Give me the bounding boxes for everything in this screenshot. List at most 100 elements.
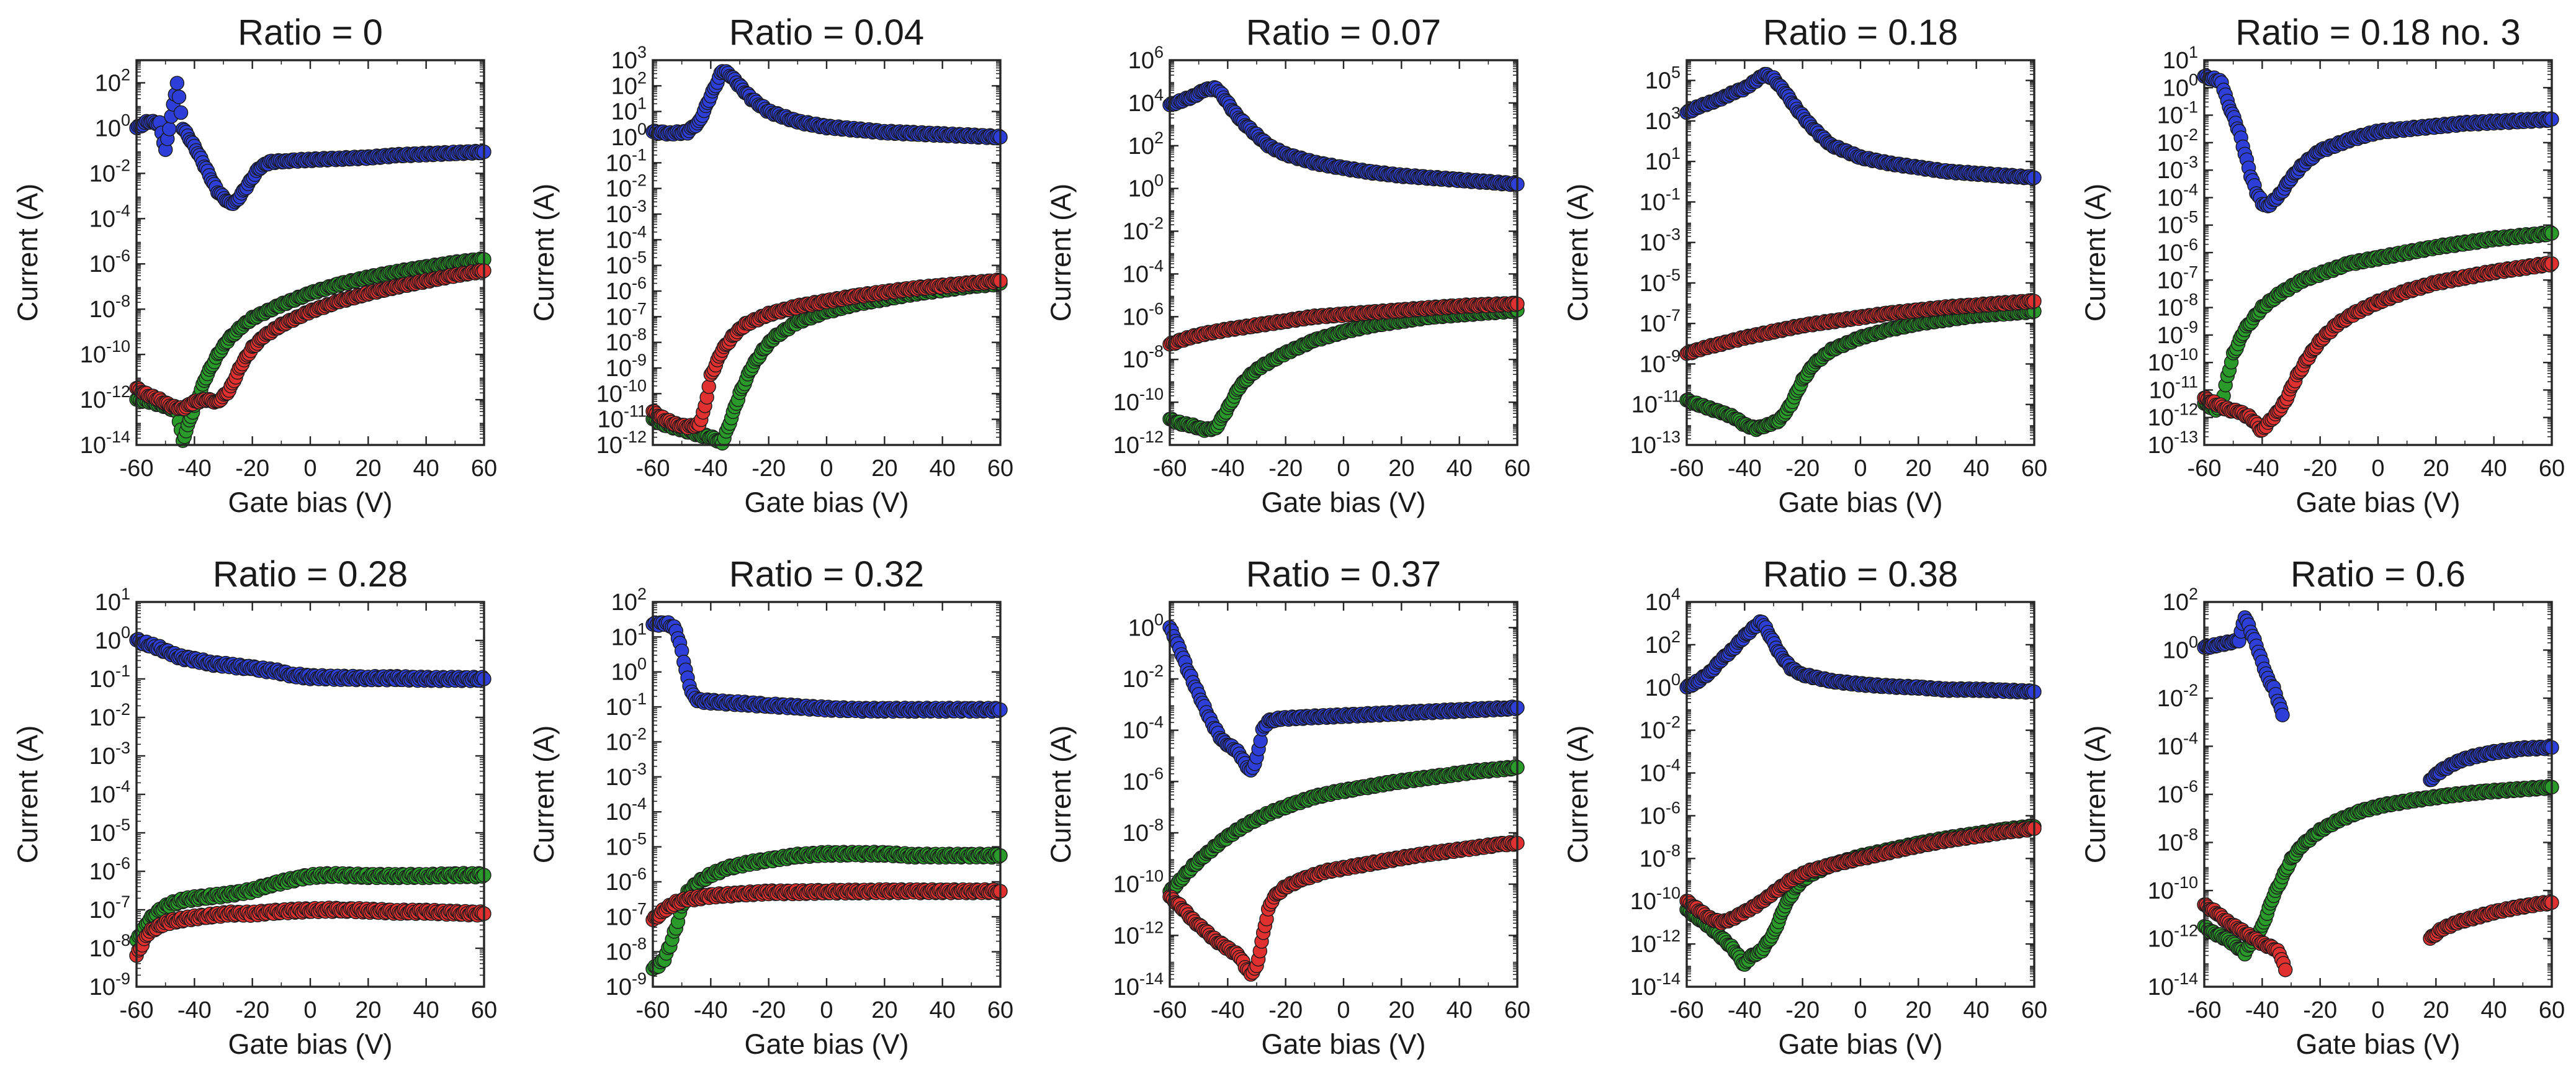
subplot-1: Ratio = 0 10-14 10-12 10-10 10-8 10-6 10-4 10-2… xyxy=(12,12,497,518)
y-tick-label: 100 xyxy=(2163,70,2198,101)
x-tick-label: -60 xyxy=(1670,456,1704,482)
x-tick-label: 40 xyxy=(2481,456,2507,482)
subplot-5: Ratio = 0.18 no. 310-1310-1210-1110-1010… xyxy=(2080,12,2565,518)
y-tick-label: 10-5 xyxy=(89,815,130,846)
y-axis-label: Current (A) xyxy=(1045,184,1077,322)
subplot-4: Ratio = 0.18 10-13 10-11 10-9 10-7 10-5 10-3 10… xyxy=(1562,12,2047,518)
y-tick-label: 10-3 xyxy=(89,739,130,770)
x-tick-label: -40 xyxy=(1728,456,1762,482)
x-tick-label: -60 xyxy=(2188,456,2222,482)
x-tick-label: 40 xyxy=(1447,456,1473,482)
subplot-3: Ratio = 0.07 10-12 10-10 10-8 10-6 10-4 10-2 10… xyxy=(1045,12,1530,518)
x-tick-label: -20 xyxy=(235,456,269,482)
x-tick-label: 20 xyxy=(871,456,897,482)
y-tick-label: 10-6 xyxy=(89,246,130,277)
series-green xyxy=(129,251,491,448)
y-tick-label: 101 xyxy=(2163,43,2198,74)
y-tick-label: 102 xyxy=(95,65,130,96)
y-tick-label: 10-10 xyxy=(2148,345,2198,376)
y-tick-label: 10-9 xyxy=(2157,318,2198,349)
x-tick-label: -60 xyxy=(120,456,154,482)
x-tick-label: 40 xyxy=(1963,456,1990,482)
subplot-2: Ratio = 0.0410-1210-1110-1010-910-810-71… xyxy=(528,12,1013,518)
y-tick-label: 10-2 xyxy=(1123,214,1164,245)
plot-frame xyxy=(135,59,485,446)
y-tick-label: 10-3 xyxy=(2157,153,2198,184)
y-tick-label: 10-2 xyxy=(2157,125,2198,156)
y-tick-label: 104 xyxy=(1128,86,1164,117)
x-tick-label: -60 xyxy=(636,456,670,482)
series-blue xyxy=(2197,68,2559,213)
y-tick-label: 106 xyxy=(1128,43,1164,74)
y-tick-label: 10-8 xyxy=(2157,290,2198,321)
x-tick-label: 20 xyxy=(1905,456,1931,482)
y-tick-label: 10-7 xyxy=(89,892,130,923)
x-tick-label: 0 xyxy=(303,997,316,1023)
y-tick-label: 100 xyxy=(95,110,130,141)
y-axis-label: Current (A) xyxy=(528,184,560,322)
subplot-title: Ratio = 0.04 xyxy=(729,12,924,53)
x-tick-label: 20 xyxy=(355,997,381,1023)
y-tick-label: 10-1 xyxy=(2157,98,2198,129)
x-tick-label: 20 xyxy=(355,456,381,482)
series-red xyxy=(1679,293,2042,361)
y-tick-label: 10-10 xyxy=(1113,385,1164,416)
y-axis-label: Current (A) xyxy=(2080,184,2111,322)
x-tick-label: 0 xyxy=(303,456,316,482)
y-tick-label: 10-14 xyxy=(80,428,130,459)
x-tick-label: 60 xyxy=(2021,456,2047,482)
y-tick-label: 10-2 xyxy=(89,156,130,187)
y-tick-label: 10-4 xyxy=(1123,256,1164,287)
y-tick-label: 10-8 xyxy=(89,292,130,323)
data-point xyxy=(162,122,177,137)
y-tick-label: 10-12 xyxy=(1113,428,1164,459)
y-tick-label: 10-4 xyxy=(89,777,130,808)
x-axis-label: Gate bias (V) xyxy=(1261,487,1425,518)
x-tick-label: -40 xyxy=(694,456,728,482)
y-tick-label: 102 xyxy=(1128,128,1164,159)
x-tick-label: 20 xyxy=(2423,456,2449,482)
series-red xyxy=(645,272,1008,435)
data-point xyxy=(173,105,189,120)
y-tick-label: 10-13 xyxy=(2148,428,2198,459)
y-tick-label: 10-4 xyxy=(2157,180,2198,211)
series-blue xyxy=(129,76,491,212)
y-tick-label: 103 xyxy=(1645,104,1681,135)
y-tick-label: 10-3 xyxy=(1640,225,1681,256)
y-tick-label: 10-9 xyxy=(89,969,130,1000)
x-tick-label: -40 xyxy=(177,456,212,482)
y-tick-label: 10-2 xyxy=(89,700,130,731)
subplot-title: Ratio = 0.18 xyxy=(1763,12,1958,53)
y-tick-label: 10-8 xyxy=(1123,342,1164,373)
y-axis-label: Current (A) xyxy=(12,184,43,322)
y-tick-label: 10-4 xyxy=(89,201,130,232)
subplot-title: Ratio = 0.07 xyxy=(1246,12,1441,53)
x-tick-label: 60 xyxy=(1504,456,1530,482)
y-tick-label: 10-1 xyxy=(89,662,130,693)
x-tick-label: -40 xyxy=(177,997,212,1023)
x-axis-label: Gate bias (V) xyxy=(2296,487,2460,518)
x-tick-label: 0 xyxy=(2371,456,2384,482)
data-point xyxy=(701,379,716,394)
x-tick-label: -40 xyxy=(1211,456,1245,482)
subplot-6: Ratio = 0.28 10-9 10-8 10-7 10-6 10-5 10-4 10-3… xyxy=(12,554,497,1060)
y-tick-label: 10-11 xyxy=(1631,387,1681,418)
y-tick-label: 100 xyxy=(95,623,130,654)
subplot-title: Ratio = 0.28 xyxy=(213,554,408,595)
y-tick-label: 105 xyxy=(1645,63,1681,94)
x-tick-label: -60 xyxy=(1153,456,1187,482)
plot-frame xyxy=(1169,59,1519,446)
plot-frame xyxy=(1685,59,2035,446)
x-tick-label: -20 xyxy=(235,997,269,1023)
y-tick-label: 10-7 xyxy=(2157,263,2198,294)
y-tick-label: 10-11 xyxy=(2149,372,2198,403)
y-tick-label: 10-6 xyxy=(89,854,130,885)
data-point xyxy=(169,76,185,91)
x-tick-label: -20 xyxy=(1785,456,1820,482)
y-tick-label: 10-5 xyxy=(2157,208,2198,239)
series-blue xyxy=(1162,80,1525,192)
y-tick-label: 10-8 xyxy=(89,931,130,962)
y-tick-label: 101 xyxy=(1645,144,1681,175)
y-tick-label: 10-10 xyxy=(80,337,130,368)
y-tick-label: 101 xyxy=(95,585,130,616)
